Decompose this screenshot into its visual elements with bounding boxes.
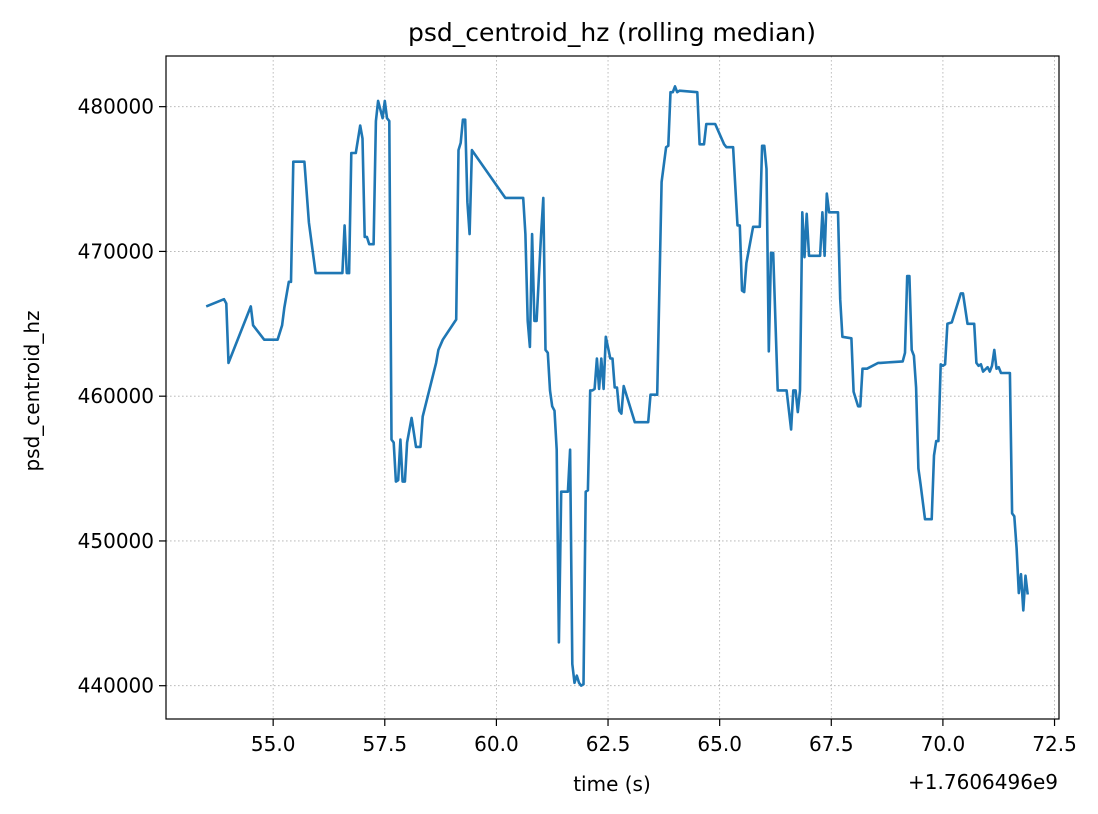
x-tick-label: 55.0 — [251, 732, 296, 756]
y-tick-label: 460000 — [78, 384, 154, 408]
y-tick-label: 480000 — [78, 95, 154, 119]
x-tick-label: 72.5 — [1032, 732, 1077, 756]
plot-frame — [165, 55, 1060, 720]
y-axis-ticks: 440000 450000 460000 470000 480000 — [78, 95, 166, 698]
x-tick-label: 70.0 — [921, 732, 966, 756]
x-tick-label: 62.5 — [586, 732, 631, 756]
series-layer — [205, 85, 1029, 688]
y-tick-label: 440000 — [78, 674, 154, 698]
x-tick-label: 65.0 — [697, 732, 742, 756]
x-axis-offset-label: +1.7606496e9 — [908, 770, 1058, 794]
x-tick-label: 67.5 — [809, 732, 854, 756]
y-axis-label: psd_centroid_hz — [20, 310, 44, 471]
y-tick-label: 470000 — [78, 239, 154, 263]
grid — [166, 56, 1059, 719]
x-axis-ticks: 55.0 57.5 60.0 62.5 65.0 67.5 70.0 72.5 — [251, 719, 1077, 756]
series-line — [205, 85, 1029, 688]
x-axis-label: time (s) — [573, 772, 651, 796]
y-tick-label: 450000 — [78, 529, 154, 553]
x-tick-label: 60.0 — [474, 732, 519, 756]
chart-title: psd_centroid_hz (rolling median) — [408, 18, 816, 47]
x-tick-label: 57.5 — [363, 732, 408, 756]
